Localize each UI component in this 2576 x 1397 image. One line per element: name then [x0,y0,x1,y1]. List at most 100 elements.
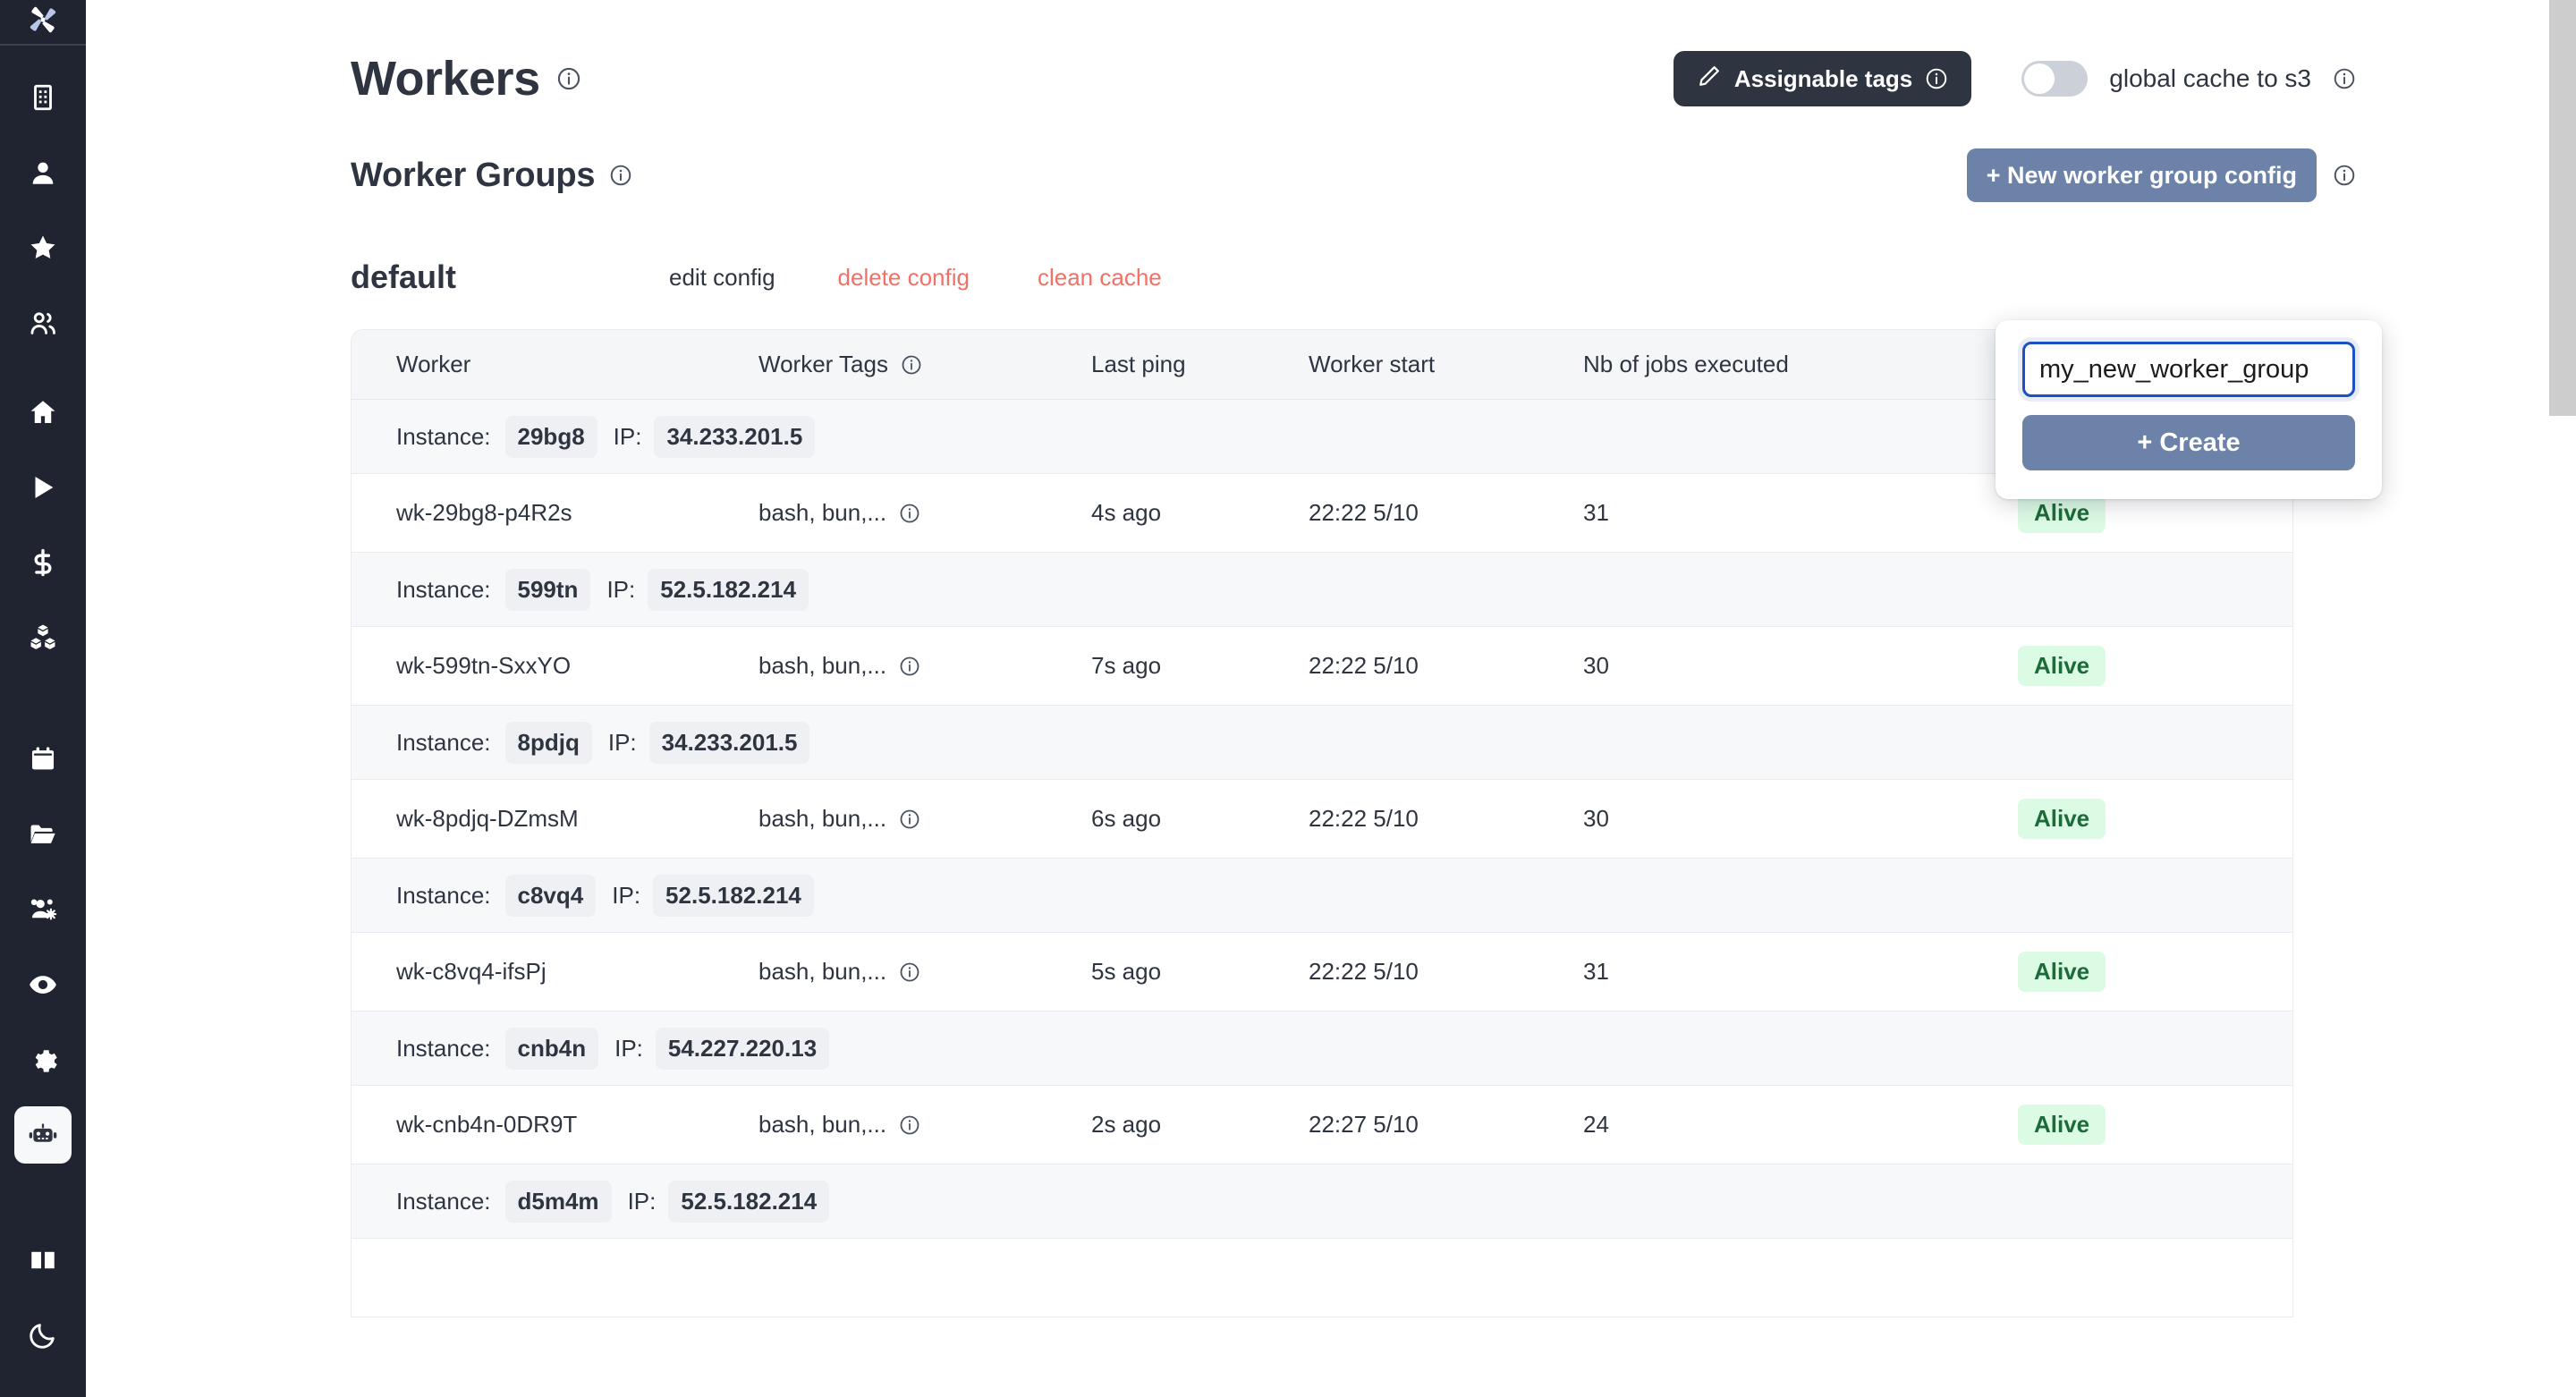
worker-last-ping: 5s ago [1091,958,1162,985]
edit-config-link[interactable]: edit config [669,263,775,291]
worker-row[interactable]: wk-29bg8-p4R2s bash, bun,... 4s ago 22:22 5… [352,474,2292,553]
worker-status-cell: Alive [2018,1105,2292,1145]
page-title: Workers [351,52,540,106]
sidebar-item-workers[interactable] [14,1106,72,1164]
table-header-row: Worker Worker Tags Last ping Worker star… [352,330,2292,400]
worker-jobs-count: 31 [1583,958,1609,985]
worker-name: wk-29bg8-p4R2s [396,499,572,526]
worker-tags: bash, bun,... [758,499,1091,527]
column-header-worker-tags: Worker Tags [758,351,1091,378]
status-badge: Alive [2018,952,2106,992]
sidebar-item-runs[interactable] [14,459,72,516]
sidebar-item-usage[interactable] [14,534,72,591]
sidebar-group-main [0,360,86,1373]
worker-name: wk-cnb4n-0DR9T [396,1111,578,1138]
instance-label: Instance: [396,1034,491,1062]
new-worker-group-popover: + Create [1996,320,2382,499]
app-logo[interactable] [0,0,86,46]
sidebar-item-folders[interactable] [14,806,72,863]
worker-tags-row-info-icon[interactable] [899,1114,920,1136]
global-cache-toggle[interactable] [2021,61,2089,97]
instance-label: Instance: [396,728,491,756]
worker-groups-info-icon[interactable] [609,164,632,187]
windmill-logo-icon [23,0,63,44]
worker-tags-info-icon[interactable] [901,354,922,376]
star-icon [28,233,58,263]
worker-groups-title: Worker Groups [351,156,596,194]
new-worker-group-config-button[interactable]: + New worker group config [1966,148,2317,202]
instance-id: cnb4n [504,1027,599,1070]
sidebar-item-user-management[interactable] [14,881,72,938]
table-body: Instance: 29bg8 IP: 34.233.201.5 wk-29bg8-p4… [352,400,2292,1317]
sidebar-group-top [0,46,86,360]
new-worker-group-info-icon[interactable] [2333,164,2356,187]
worker-tags: bash, bun,... [758,958,1091,986]
sidebar-item-groups[interactable] [14,294,72,351]
worker-jobs-count: 24 [1583,1111,1609,1138]
worker-status-cell: Alive [2018,799,2292,839]
global-cache-info-icon[interactable] [2333,67,2356,90]
worker-tags: bash, bun,... [758,652,1091,680]
sidebar-item-resources[interactable] [14,609,72,666]
building-icon [28,82,58,113]
delete-config-link[interactable]: delete config [837,263,970,291]
assignable-tags-button[interactable]: Assignable tags [1673,51,1972,106]
page-scrollbar-thumb[interactable] [2549,0,2576,416]
worker-group-row-default: default edit config delete config clean … [351,252,2522,302]
worker-row[interactable]: wk-599tn-SxxYO bash, bun,... 7s ago 22:22 5… [352,627,2292,706]
worker-status-cell: Alive [2018,493,2292,533]
worker-tags-row-info-icon[interactable] [899,656,920,677]
worker-name: wk-c8vq4-ifsPj [396,958,547,985]
instance-label: Instance: [396,881,491,909]
sidebar-item-home[interactable] [14,384,72,441]
worker-tags-text: bash, bun,... [758,958,887,985]
column-header-last-ping: Last ping [1091,351,1186,377]
play-icon [28,472,58,503]
sidebar-item-favorites[interactable] [14,219,72,276]
assignable-tags-info-icon[interactable] [1925,67,1948,90]
sidebar-item-account[interactable] [14,144,72,201]
instance-label: Instance: [396,422,491,450]
workers-table: Worker Worker Tags Last ping Worker star… [351,329,2293,1317]
worker-tags-text: bash, bun,... [758,805,887,832]
column-header-worker-start: Worker start [1309,351,1436,377]
instance-id: 599tn [504,568,591,611]
instance-id: d5m4m [504,1180,612,1223]
status-badge: Alive [2018,1105,2106,1145]
global-cache-toggle-group: global cache to s3 [2021,61,2356,97]
instance-ip: 34.233.201.5 [654,415,816,458]
worker-last-ping: 4s ago [1091,499,1162,526]
worker-tags-row-info-icon[interactable] [899,961,920,983]
cubes-icon [28,622,58,653]
create-worker-group-button[interactable]: + Create [2022,415,2355,470]
worker-row[interactable] [352,1239,2292,1317]
worker-tags-row-info-icon[interactable] [899,809,920,830]
worker-status-cell: Alive [2018,646,2292,686]
worker-status-cell: Alive [2018,952,2292,992]
workers-info-icon[interactable] [556,66,581,91]
sidebar-item-audit-logs[interactable] [14,956,72,1013]
sidebar-item-docs[interactable] [14,1232,72,1289]
ip-label: IP: [613,422,642,450]
worker-group-name-input[interactable] [2022,342,2355,397]
worker-last-ping: 6s ago [1091,805,1162,832]
instance-ip: 52.5.182.214 [653,874,814,917]
column-header-worker-tags-label: Worker Tags [758,351,888,377]
worker-row[interactable]: wk-c8vq4-ifsPj bash, bun,... 5s ago 22:22 5… [352,933,2292,1012]
dollar-icon [28,547,58,578]
sidebar-item-dark-mode[interactable] [14,1307,72,1364]
worker-group-name: default [351,258,457,295]
instance-row: Instance: d5m4m IP: 52.5.182.214 [352,1164,2292,1239]
sidebar-item-settings[interactable] [14,1031,72,1088]
sidebar-item-workspace[interactable] [14,69,72,126]
clean-cache-link[interactable]: clean cache [1037,263,1162,291]
worker-row[interactable]: wk-8pdjq-DZmsM bash, bun,... 6s ago 22:22 5… [352,780,2292,859]
folder-icon [28,819,58,850]
instance-ip: 54.227.220.13 [655,1027,830,1070]
instance-row: Instance: 8pdjq IP: 34.233.201.5 [352,706,2292,780]
sidebar-item-schedules[interactable] [14,731,72,788]
ip-label: IP: [607,728,637,756]
worker-row[interactable]: wk-cnb4n-0DR9T bash, bun,... 2s ago 22:27 5… [352,1086,2292,1164]
worker-tags-row-info-icon[interactable] [899,503,920,524]
